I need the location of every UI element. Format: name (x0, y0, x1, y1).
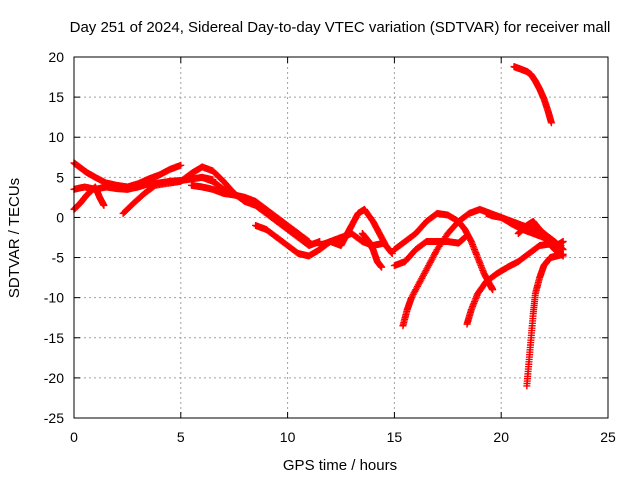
series-arc-4 (119, 163, 249, 217)
chart-title: Day 251 of 2024, Sidereal Day-to-day VTE… (70, 19, 611, 36)
y-tick-label: -20 (44, 370, 64, 386)
series-arc-6 (198, 173, 324, 250)
y-tick-label: -10 (44, 290, 64, 306)
series-arc-9 (358, 229, 386, 271)
series-arc-16 (510, 63, 555, 127)
data-point (100, 201, 108, 209)
y-tick-labels: -25 -20 -15 -10 -5 0 5 10 15 20 (44, 49, 64, 426)
axis-ticks (73, 56, 609, 419)
data-markers (70, 63, 567, 390)
data-point (388, 250, 396, 258)
y-tick-label: 10 (48, 129, 64, 145)
series-arc-8 (316, 205, 396, 258)
data-point (489, 286, 497, 294)
data-point (378, 263, 386, 271)
y-tick-label: 5 (56, 169, 64, 185)
data-point (559, 238, 567, 246)
x-tick-label: 0 (70, 429, 78, 445)
y-tick-label: -5 (52, 250, 65, 266)
data-point (461, 234, 469, 241)
series-arc-13 (463, 240, 565, 328)
x-tick-label: 10 (280, 429, 296, 445)
series-arc-17 (514, 217, 567, 250)
x-tick-label: 15 (387, 429, 403, 445)
x-tick-label: 20 (493, 429, 509, 445)
y-tick-label: 20 (48, 49, 64, 65)
data-point (547, 119, 555, 127)
y-tick-label: -15 (44, 330, 64, 346)
series-arc-12 (390, 234, 469, 270)
data-point (559, 250, 567, 258)
plot-frame (73, 56, 609, 419)
y-tick-label: 15 (48, 89, 64, 105)
x-tick-label: 5 (177, 429, 185, 445)
y-tick-label: 0 (56, 209, 64, 225)
series-arc-3 (70, 183, 108, 213)
y-tick-label: -25 (44, 410, 64, 426)
x-axis-label: GPS time / hours (283, 457, 397, 474)
y-axis-label: SDTVAR / TECUs (6, 178, 23, 298)
x-tick-label: 25 (600, 429, 616, 445)
series-arc-14 (482, 209, 567, 260)
x-tick-labels: 0 5 10 15 20 25 (70, 429, 616, 445)
data-point (177, 161, 185, 169)
series-arc-10 (390, 209, 497, 294)
series-arc-15 (523, 250, 567, 390)
